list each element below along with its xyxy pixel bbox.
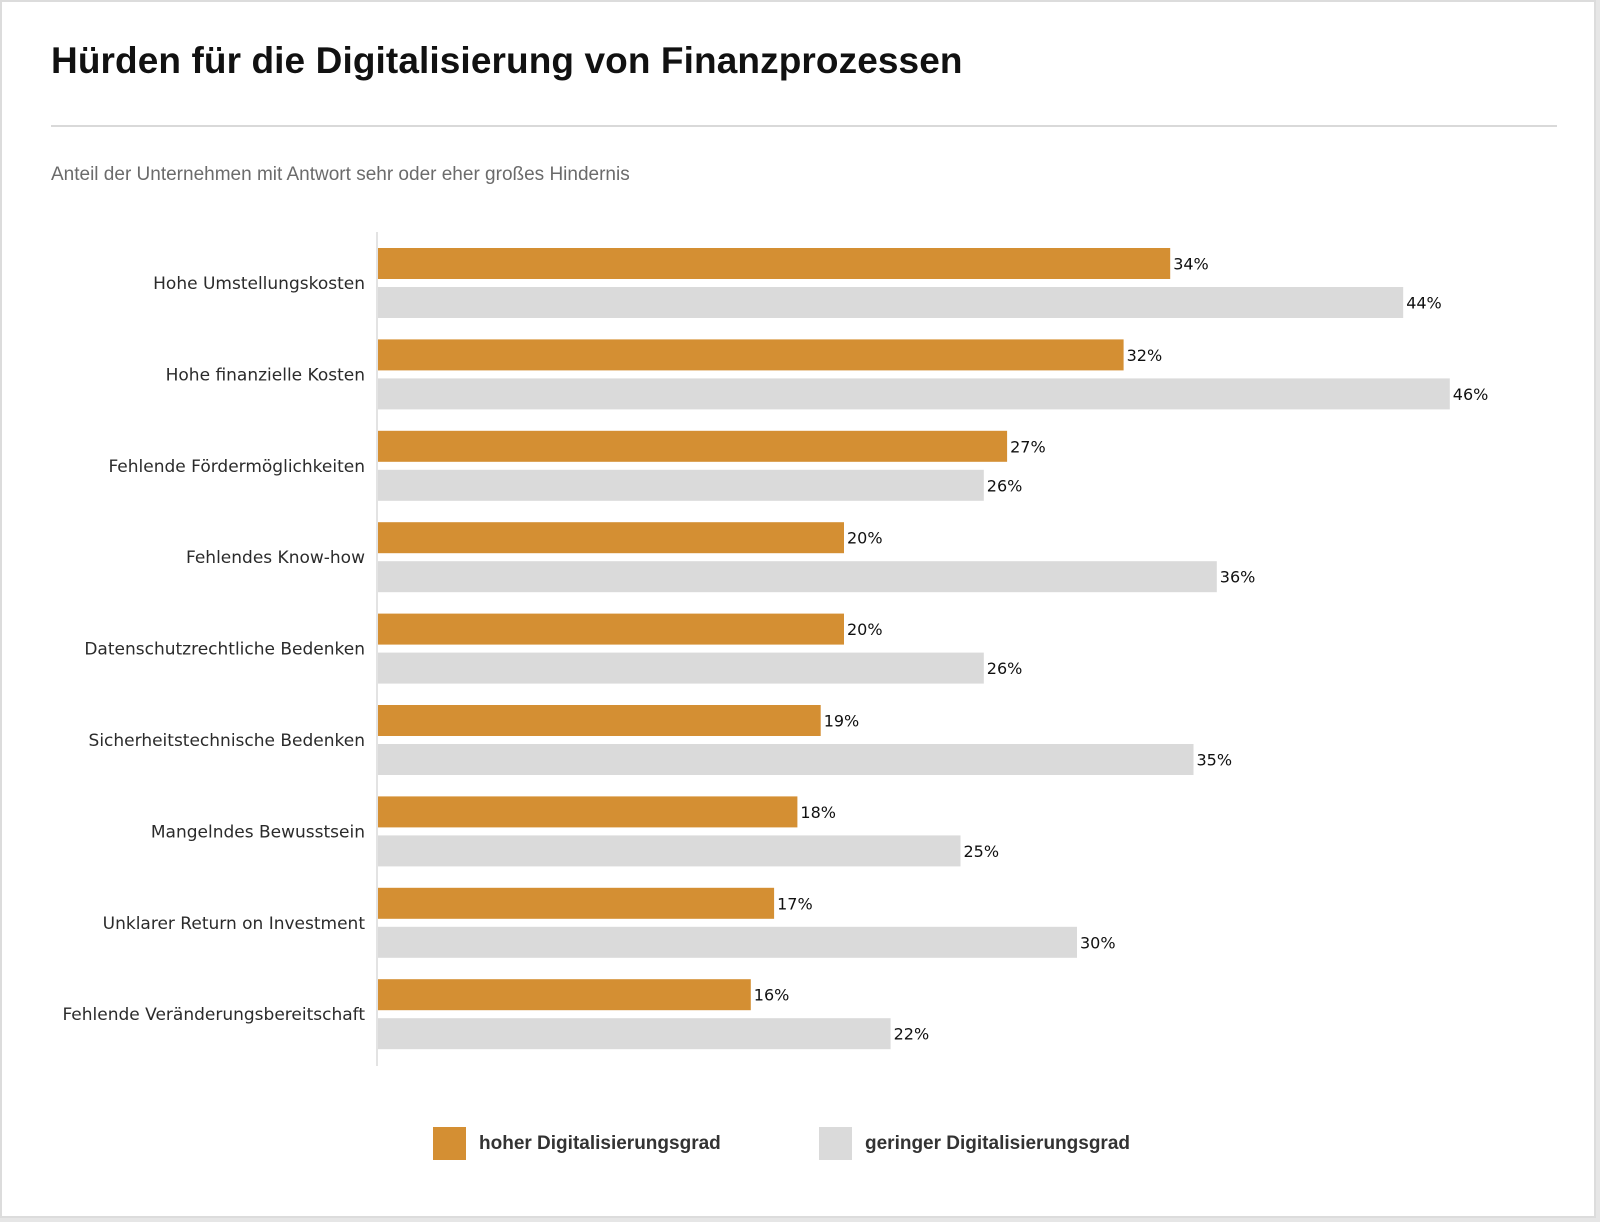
bar-high — [378, 979, 751, 1011]
value-label-high: 32% — [1127, 346, 1163, 365]
category-label: Hohe finanzielle Kosten — [166, 365, 365, 385]
value-label-high: 17% — [777, 894, 813, 913]
bar-high — [378, 887, 775, 919]
value-label-low: 36% — [1220, 568, 1256, 587]
legend: hoher Digitalisierungsgrad geringer Digi… — [0, 1127, 1600, 1161]
value-label-low: 25% — [964, 842, 1000, 861]
title-divider — [51, 125, 1557, 127]
category-label: Unklarer Return on Investment — [103, 914, 366, 934]
bar-high — [378, 705, 821, 736]
bars — [378, 248, 1450, 1050]
category-label: Datenschutzrechtliche Bedenken — [84, 640, 365, 660]
bar-high — [378, 522, 844, 554]
value-label-high: 19% — [824, 712, 860, 731]
bar-high — [378, 796, 798, 828]
bar-low — [378, 744, 1194, 775]
bar-low — [378, 378, 1450, 410]
bar-low — [378, 926, 1077, 958]
legend-item-high: hoher Digitalisierungsgrad — [433, 1127, 721, 1160]
bar-low — [378, 469, 984, 501]
bar-low — [378, 287, 1404, 318]
legend-label-low: geringer Digitalisierungsgrad — [865, 1132, 1130, 1154]
category-label: Sicherheitstechnische Bedenken — [89, 731, 365, 751]
legend-swatch-low — [819, 1127, 852, 1160]
bar-high — [378, 613, 844, 645]
bar-high — [378, 430, 1008, 462]
category-label: Fehlende Veränderungsbereitschaft — [62, 1005, 365, 1025]
value-label-low: 26% — [987, 659, 1023, 678]
value-label-high: 34% — [1173, 255, 1209, 274]
category-labels: Hohe Umstellungskosten Hohe finanzielle K… — [62, 274, 365, 1025]
category-label: Hohe Umstellungskosten — [153, 274, 365, 294]
bar-high — [378, 339, 1124, 371]
value-label-low: 26% — [987, 476, 1023, 495]
value-label-low: 46% — [1453, 385, 1489, 404]
bar-low — [378, 835, 961, 867]
value-label-low: 30% — [1080, 933, 1116, 952]
bar-low — [378, 652, 984, 684]
bar-high — [378, 248, 1171, 279]
value-label-high: 20% — [847, 529, 883, 548]
value-label-low: 35% — [1197, 751, 1233, 770]
legend-item-low: geringer Digitalisierungsgrad — [819, 1127, 1130, 1160]
value-label-high: 20% — [847, 620, 883, 639]
value-label-high: 18% — [800, 803, 836, 822]
chart-subtitle: Anteil der Unternehmen mit Antwort sehr … — [51, 164, 630, 185]
value-label-high: 27% — [1010, 437, 1046, 456]
value-label-low: 22% — [894, 1025, 930, 1044]
category-label: Mangelndes Bewusstsein — [151, 822, 365, 842]
category-label: Fehlende Fördermöglichkeiten — [108, 457, 365, 477]
category-label: Fehlendes Know-how — [186, 548, 365, 568]
legend-label-high: hoher Digitalisierungsgrad — [479, 1132, 721, 1154]
value-labels: 34% 44% 32% 46% 27% 26% 20% 36% 20% 26% 19% 35% 18% 2… — [754, 255, 1489, 1044]
chart-title: Hürden für die Digitalisierung von Finan… — [51, 40, 963, 81]
value-label-low: 44% — [1406, 294, 1442, 313]
value-label-high: 16% — [754, 986, 790, 1005]
bar-low — [378, 1018, 891, 1050]
bar-low — [378, 561, 1217, 593]
legend-swatch-high — [433, 1127, 466, 1160]
